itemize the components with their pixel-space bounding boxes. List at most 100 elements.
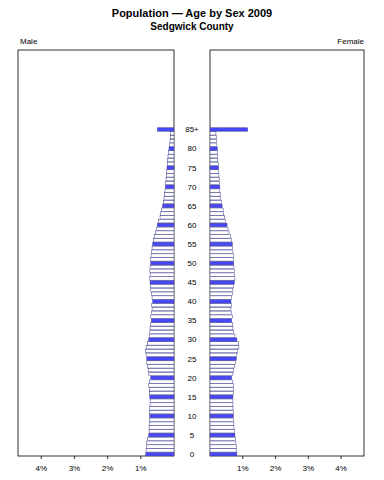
bar (210, 410, 234, 413)
tick (41, 456, 42, 459)
bar (146, 449, 174, 452)
bar (150, 281, 174, 284)
bar (147, 365, 174, 368)
bar (210, 368, 234, 371)
bar (210, 338, 237, 341)
bars (145, 128, 174, 456)
bar (210, 437, 236, 440)
category-label: 50 (188, 259, 197, 268)
subtitle: Sedgwick County (150, 21, 234, 32)
bar (150, 330, 174, 333)
bar (150, 395, 174, 398)
bar (147, 437, 174, 440)
bar (169, 151, 174, 154)
bar (210, 353, 237, 356)
bar (210, 273, 234, 276)
tick-label: 2% (102, 464, 114, 473)
bar (158, 219, 174, 222)
bar (210, 376, 232, 379)
category-label: 55 (188, 240, 197, 249)
category-label: 25 (188, 355, 197, 364)
bar (210, 330, 234, 333)
bar (150, 265, 174, 268)
bar (210, 319, 232, 322)
bar (160, 216, 174, 219)
bar (210, 189, 220, 192)
bar (147, 441, 174, 444)
category-label: 45 (188, 278, 197, 287)
bar (157, 128, 174, 131)
bar (171, 132, 174, 135)
bar (210, 380, 232, 383)
bar (210, 288, 233, 291)
bar (151, 254, 174, 257)
bar (166, 181, 174, 184)
bar (210, 158, 218, 161)
tick (275, 456, 276, 459)
title: Population — Age by Sex 2009 (112, 7, 272, 19)
bar (210, 441, 236, 444)
bar (210, 250, 233, 253)
bar (150, 407, 174, 410)
tick-label: 4% (35, 464, 47, 473)
bar (162, 208, 174, 211)
bar (165, 193, 174, 196)
bar (149, 433, 174, 436)
bar (151, 258, 174, 261)
bar (210, 292, 232, 295)
category-label: 35 (188, 316, 197, 325)
category-label: 70 (188, 183, 197, 192)
bar (149, 391, 174, 394)
bar (210, 349, 238, 352)
bar (167, 162, 174, 165)
bar (149, 338, 174, 341)
bar (150, 273, 174, 276)
tick-label: 4% (335, 464, 347, 473)
bar (210, 219, 226, 222)
bar (147, 361, 174, 364)
bar (150, 284, 174, 287)
bar (210, 430, 234, 433)
bar (210, 284, 234, 287)
bar (149, 334, 174, 337)
bar (210, 452, 237, 455)
bar (210, 231, 229, 234)
tick-label: 1% (135, 464, 147, 473)
bar (165, 189, 174, 192)
bar (210, 334, 235, 337)
bar (210, 388, 234, 391)
tick (242, 456, 243, 459)
bar (210, 261, 234, 264)
tick (140, 456, 141, 459)
category-label: 60 (188, 221, 197, 230)
bar (210, 395, 233, 398)
bar (210, 155, 218, 158)
bar (151, 323, 174, 326)
bar (210, 304, 232, 307)
bar (210, 361, 236, 364)
bar (151, 261, 174, 264)
bar (210, 135, 216, 138)
bar (210, 170, 219, 173)
bar (168, 158, 174, 161)
bar (210, 307, 231, 310)
tick (341, 456, 342, 459)
bar (149, 426, 174, 429)
bar (147, 342, 174, 345)
bar (210, 384, 234, 387)
bar (210, 365, 235, 368)
bar (210, 407, 233, 410)
bar (210, 433, 235, 436)
bar (210, 372, 233, 375)
bar (149, 422, 174, 425)
category-label: 10 (188, 412, 197, 421)
bar (153, 242, 174, 245)
bar (150, 403, 174, 406)
bar (157, 223, 174, 226)
bar (151, 288, 174, 291)
bar (164, 197, 174, 200)
tick (308, 456, 309, 459)
category-label: 5 (190, 431, 195, 440)
bar (210, 258, 234, 261)
bar (210, 204, 222, 207)
